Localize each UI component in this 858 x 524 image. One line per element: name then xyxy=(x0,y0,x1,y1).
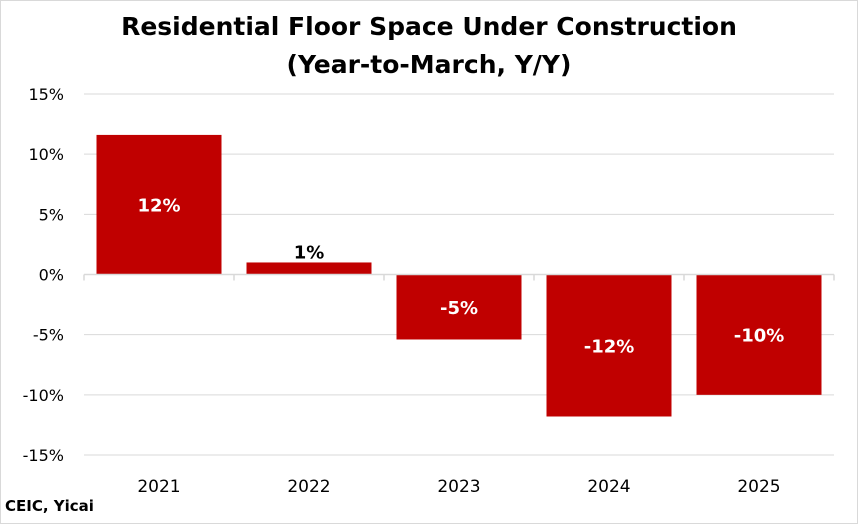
data-label-2022: 1% xyxy=(294,242,325,263)
y-tick-label: 15% xyxy=(28,85,64,104)
data-label-2025: -10% xyxy=(734,326,785,347)
y-tick-label: 5% xyxy=(39,205,64,224)
bar-2024 xyxy=(546,274,672,417)
y-tick-label: -15% xyxy=(23,446,64,465)
x-tick-label-2025: 2025 xyxy=(737,477,780,497)
chart-title-line-1: Residential Floor Space Under Constructi… xyxy=(121,12,737,41)
bar-2021 xyxy=(96,134,222,275)
x-tick-label-2023: 2023 xyxy=(437,477,480,497)
bar-2023 xyxy=(396,274,522,340)
y-tick-label: -5% xyxy=(33,326,64,345)
data-label-2024: -12% xyxy=(584,336,635,357)
data-label-2023: -5% xyxy=(440,298,478,319)
chart-title-line-2: (Year-to-March, Y/Y) xyxy=(286,50,572,79)
y-tick-label: 10% xyxy=(28,145,64,164)
x-tick-label-2021: 2021 xyxy=(137,477,180,497)
chart-title: Residential Floor Space Under Constructi… xyxy=(0,8,858,84)
x-tick-label-2022: 2022 xyxy=(287,477,330,497)
data-label-2021: 12% xyxy=(137,196,180,217)
source-note: CEIC, Yicai xyxy=(5,497,94,515)
bar-2025 xyxy=(696,274,822,395)
y-tick-label: 0% xyxy=(39,266,64,285)
bar-2022 xyxy=(246,262,372,275)
y-tick-label: -10% xyxy=(23,386,64,405)
x-tick-label-2024: 2024 xyxy=(587,477,630,497)
